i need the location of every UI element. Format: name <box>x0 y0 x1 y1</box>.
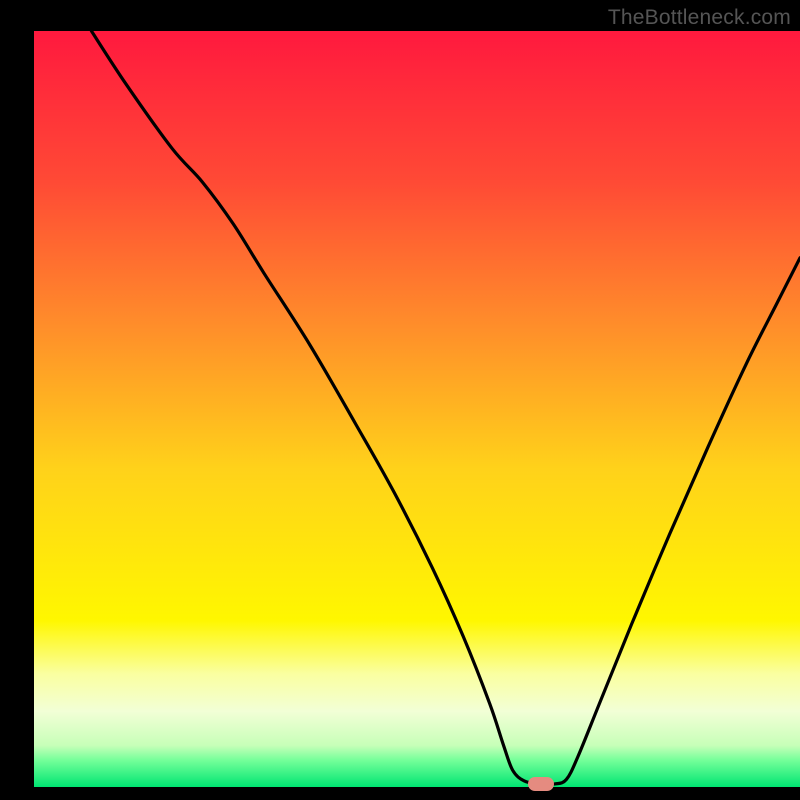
optimum-marker <box>528 777 554 791</box>
curve-path <box>91 31 800 784</box>
watermark-text: TheBottleneck.com <box>608 6 791 30</box>
outer-frame <box>0 0 800 800</box>
bottleneck-curve <box>34 31 800 787</box>
plot-area <box>34 31 800 787</box>
